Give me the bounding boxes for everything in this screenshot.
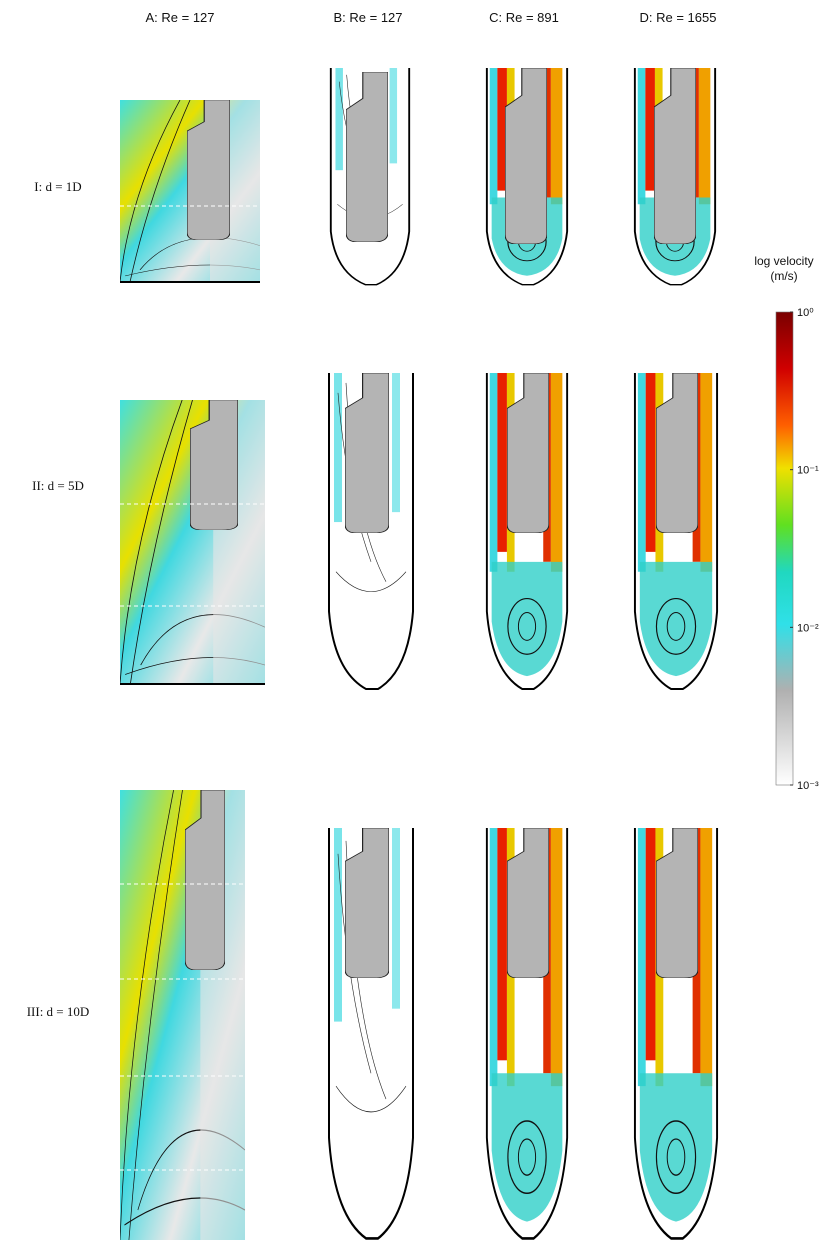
figure: A: Re = 127 B: Re = 127 C: Re = 891 D: Re =… — [0, 0, 820, 1241]
page: A: Re = 127 B: Re = 127 C: Re = 891 D: Re =… — [0, 0, 820, 1241]
colorbar-title: log velocity (m/s) — [752, 254, 816, 284]
colorbar-tick-label: 10⁻² — [797, 622, 819, 634]
probe — [346, 72, 388, 242]
row-label: III: d = 10D — [27, 1004, 90, 1019]
colorbar-tick-label: 10⁻¹ — [797, 465, 819, 477]
column-header: A: Re = 127 — [145, 10, 214, 25]
colorbar-tick-label: 10⁰ — [797, 307, 814, 319]
column-header: C: Re = 891 — [489, 10, 559, 25]
column-header: D: Re = 1655 — [640, 10, 717, 25]
column-header: B: Re = 127 — [333, 10, 402, 25]
row-label: I: d = 1D — [34, 179, 81, 194]
panel — [120, 790, 245, 1240]
colorbar — [776, 312, 793, 785]
probe — [345, 373, 389, 533]
colorbar-tick-label: 10⁻³ — [797, 780, 819, 792]
probe — [345, 828, 389, 978]
row-label: II: d = 5D — [32, 478, 84, 493]
